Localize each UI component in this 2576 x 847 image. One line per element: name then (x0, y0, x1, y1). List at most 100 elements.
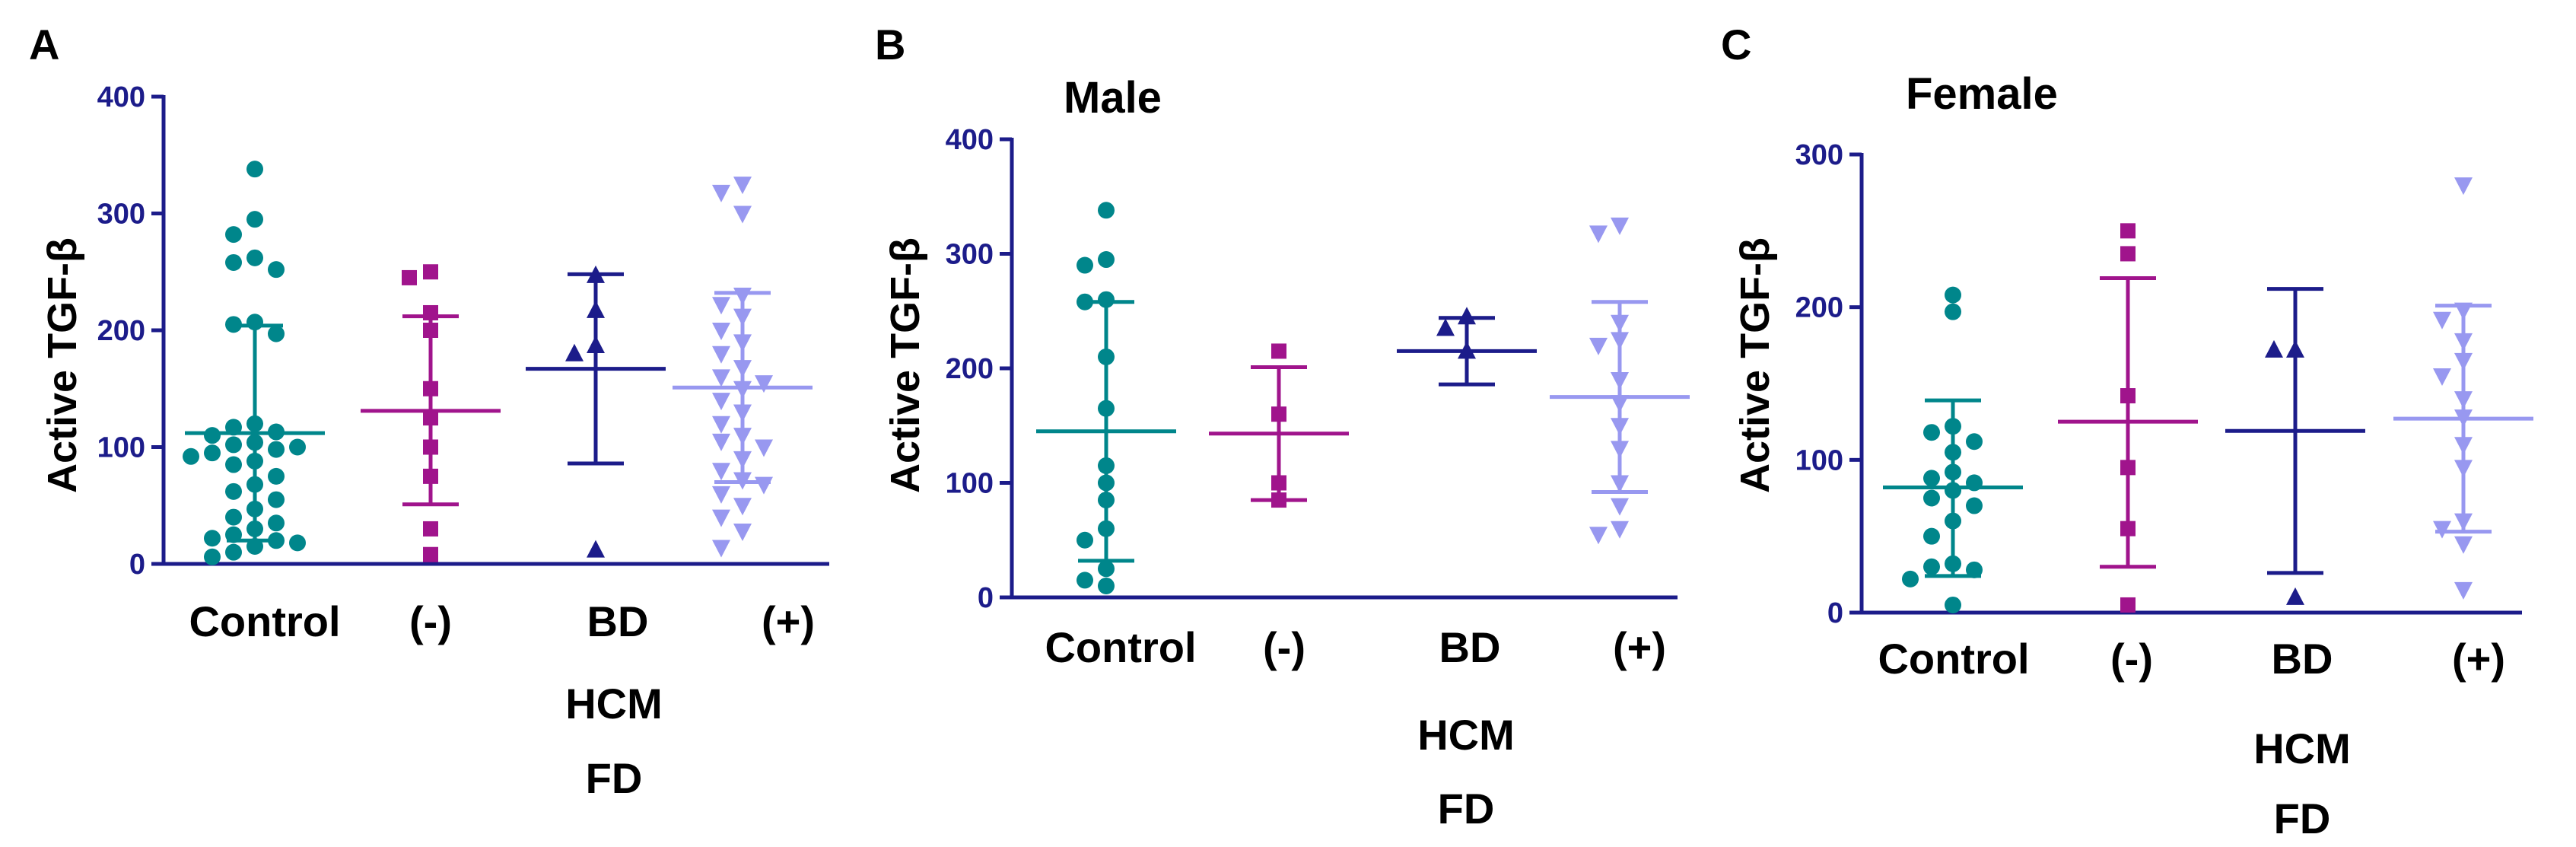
data-point (733, 177, 752, 195)
data-point (1098, 457, 1115, 474)
panel-c: C Female Active TGF-β 0 100 200 300 Control… (1721, 21, 2533, 842)
data-point (225, 526, 242, 543)
data-point (1923, 424, 1940, 441)
panel-b-series-4 (1550, 217, 1690, 545)
data-point (246, 452, 263, 470)
data-point (755, 439, 773, 457)
panel-a-group-hcm: HCM (565, 680, 663, 728)
panel-b-y-tick-label: 0 (978, 582, 994, 614)
data-point (1271, 343, 1286, 359)
data-point (1611, 521, 1629, 539)
data-point (1098, 202, 1115, 219)
data-point (755, 476, 773, 495)
data-point (1436, 318, 1455, 336)
data-point (225, 436, 242, 454)
panel-a-category-control: Control (189, 597, 340, 645)
data-point (2454, 409, 2473, 428)
data-point (712, 433, 730, 451)
data-point (2120, 460, 2136, 476)
panel-a-series-2 (361, 264, 501, 562)
panel-a-y-tick-label: 300 (97, 199, 145, 231)
data-point (733, 451, 752, 469)
data-point (1458, 307, 1476, 325)
data-point (733, 205, 752, 224)
panel-b-category-control: Control (1045, 623, 1196, 671)
data-point (225, 316, 242, 333)
data-point (246, 500, 263, 517)
data-point (225, 543, 242, 561)
data-point (733, 381, 752, 399)
data-point (1923, 558, 1940, 575)
data-point (1611, 441, 1629, 459)
panel-c-y-axis-label: Active TGF-β (1732, 237, 1778, 493)
data-point (587, 300, 605, 318)
panel-b-series-1 (1036, 202, 1176, 594)
panel-c-plot: 0 100 200 300 (1795, 139, 2533, 629)
data-point (2454, 352, 2473, 371)
data-point (1077, 572, 1093, 589)
data-point (423, 410, 438, 426)
panel-b-series-3 (1397, 307, 1537, 387)
data-point (1611, 372, 1629, 390)
data-point (423, 439, 438, 455)
data-point (587, 540, 605, 558)
panel-c-series-4 (2393, 177, 2533, 600)
data-point (1098, 492, 1115, 509)
data-point (1271, 406, 1286, 422)
data-point (2454, 437, 2473, 455)
data-point (183, 447, 199, 465)
data-point (1098, 348, 1115, 365)
data-point (1923, 489, 1940, 507)
panel-letter-a: A (29, 21, 59, 68)
data-point (423, 381, 438, 396)
data-point (1098, 520, 1115, 537)
data-point (2454, 177, 2473, 196)
data-point (204, 548, 221, 565)
data-point (733, 498, 752, 516)
data-point (246, 520, 263, 537)
data-point (587, 265, 605, 283)
panel-a-category-bd: BD (587, 597, 649, 645)
data-point (204, 427, 221, 444)
data-point (246, 314, 263, 331)
data-point (1611, 332, 1629, 350)
data-point (225, 482, 242, 500)
data-point (2120, 246, 2136, 262)
data-point (2120, 597, 2136, 613)
data-point (246, 476, 263, 493)
panel-c-series-3 (2225, 287, 2365, 605)
panel-a-y-tick-label: 400 (97, 81, 145, 113)
panel-a-y-tick-label: 200 (97, 315, 145, 347)
data-point (1945, 463, 1961, 481)
data-point (1458, 341, 1476, 359)
panel-c-y-tick-label: 300 (1795, 139, 1843, 171)
data-point (1589, 337, 1608, 355)
panel-b-y-tick-label: 300 (946, 239, 994, 271)
data-point (1077, 531, 1093, 549)
panel-letter-b: B (875, 21, 905, 68)
panel-letter-c: C (1721, 21, 1751, 68)
panel-b-group-hcm: HCM (1417, 711, 1515, 759)
data-point (423, 468, 438, 484)
data-point (2454, 581, 2473, 600)
data-point (712, 369, 730, 387)
data-point (225, 226, 242, 244)
data-point (712, 486, 730, 504)
data-point (712, 540, 730, 558)
data-point (712, 509, 730, 527)
panel-c-category-control: Control (1878, 635, 2029, 683)
data-point (733, 472, 752, 490)
data-point (712, 463, 730, 481)
data-point (225, 456, 242, 473)
data-point (2454, 460, 2473, 478)
data-point (1945, 512, 1961, 530)
data-point (289, 438, 306, 456)
data-point (246, 537, 263, 555)
data-point (1098, 577, 1115, 594)
data-point (2454, 391, 2473, 409)
data-point (204, 444, 221, 462)
panel-a-plot: 0 100 200 300 400 (97, 81, 829, 581)
data-point (1902, 570, 1919, 587)
data-point (1945, 286, 1961, 304)
